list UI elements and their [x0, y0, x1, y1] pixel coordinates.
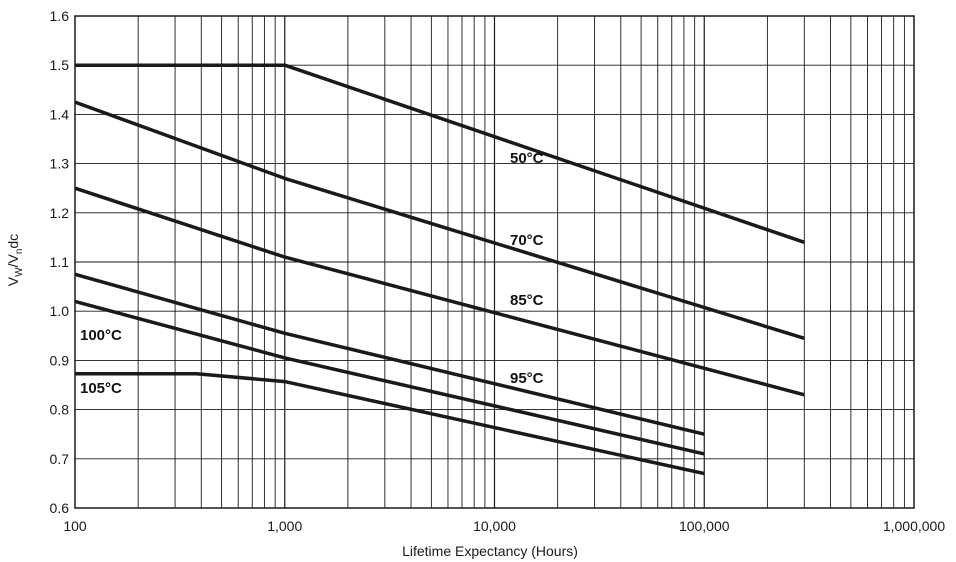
y-tick-label: 0.7: [50, 451, 70, 467]
y-axis-title-v: V: [5, 276, 21, 286]
x-tick-label: 100: [63, 518, 87, 534]
series-label: 70°C: [510, 232, 544, 249]
y-tick-label: 1.6: [50, 8, 70, 24]
y-tick-label: 1.0: [50, 303, 70, 319]
series-label: 105°C: [80, 380, 122, 397]
x-tick-label: 10,000: [473, 518, 516, 534]
series-line: [74, 100, 805, 340]
y-tick-label: 0.6: [50, 500, 70, 516]
y-axis-title-slash: /V: [5, 254, 21, 268]
x-tick-label: 100,000: [679, 518, 730, 534]
series-line: [75, 63, 805, 244]
y-tick-label: 1.2: [50, 205, 70, 221]
plot-frame: [74, 15, 915, 509]
x-tick-label: 1,000,000: [883, 518, 945, 534]
y-tick-label: 1.3: [50, 156, 70, 172]
series-line: [74, 272, 705, 436]
y-tick-label: 1.1: [50, 254, 70, 270]
series-lines: [74, 63, 805, 476]
series-line: [74, 186, 805, 397]
series-line: [75, 371, 705, 476]
y-tick-label: 0.9: [50, 352, 70, 368]
tick-labels: 0.6 0.7 0.8 0.9 1.0 1.1 1.2 1.3 1.4 1.5 1.6 100 1,00…: [50, 8, 946, 534]
y-tick-label: 0.8: [50, 402, 70, 418]
series-label: 50°C: [510, 150, 544, 167]
y-axis-title-sub-w: W: [14, 267, 25, 277]
x-axis-title: Lifetime Expectancy (Hours): [402, 543, 578, 559]
series-label: 95°C: [510, 370, 544, 387]
x-tick-label: 1,000: [267, 518, 302, 534]
series-line: [74, 299, 705, 456]
y-tick-label: 1.5: [50, 57, 70, 73]
series-label: 85°C: [510, 292, 544, 309]
grid: [75, 16, 914, 508]
y-axis-title-sub-n: n: [14, 249, 25, 255]
series-label: 100°C: [80, 327, 122, 344]
series-labels: 50°C 70°C 85°C 95°C 100°C 105°C: [80, 150, 544, 397]
y-axis-title-dc: dc: [5, 234, 21, 249]
y-tick-label: 1.4: [50, 106, 70, 122]
y-axis-title: VW/Vndc: [5, 234, 25, 286]
